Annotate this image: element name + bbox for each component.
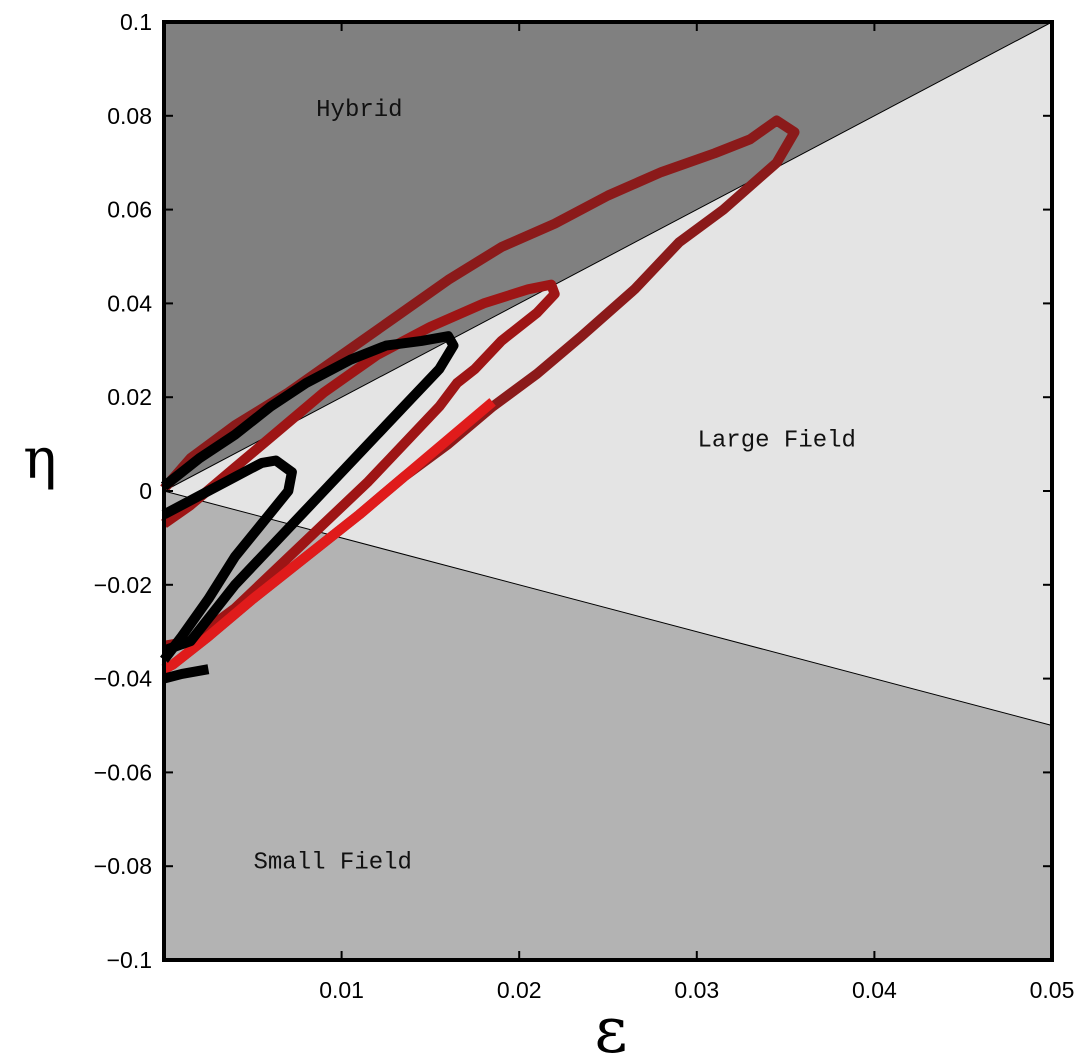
region-label-small-field: Small Field xyxy=(254,850,412,877)
y-tick-label: 0.1 xyxy=(120,9,152,35)
y-tick-label: 0.08 xyxy=(107,103,152,129)
y-tick-label: 0.04 xyxy=(107,290,152,316)
boundary-hybrid-large xyxy=(163,21,1053,492)
y-axis-label: η xyxy=(23,427,57,492)
axis-tick-labels: 0.01 0.02 0.03 0.04 0.05 −0.1 −0.08 −0.06 −0.04 −… xyxy=(94,9,1075,1003)
contour-series-5 xyxy=(162,664,210,684)
y-tick-label: 0.06 xyxy=(107,197,152,223)
y-tick-label: −0.04 xyxy=(94,666,152,692)
region-label-hybrid: Hybrid xyxy=(316,97,402,124)
x-tick-label: 0.04 xyxy=(852,977,897,1003)
contour-series-1 xyxy=(161,279,560,651)
model-regions xyxy=(163,21,1053,960)
contour-series-2 xyxy=(161,398,496,674)
x-tick-label: 0.01 xyxy=(319,977,364,1003)
contour-series-4 xyxy=(160,455,297,663)
y-tick-label: 0.02 xyxy=(107,384,152,410)
x-axis-label: ε xyxy=(594,994,627,1063)
axis-ticks xyxy=(164,21,1053,961)
x-tick-label: 0.05 xyxy=(1030,977,1075,1003)
y-tick-label: −0.1 xyxy=(107,947,152,973)
contour-series-3 xyxy=(160,331,459,656)
y-tick-label: −0.08 xyxy=(94,853,152,879)
region-labels: Hybrid Large Field Small Field xyxy=(254,97,856,877)
region-label-large-field: Large Field xyxy=(698,427,856,454)
confidence-contours xyxy=(160,115,800,684)
x-tick-label: 0.03 xyxy=(674,977,719,1003)
y-tick-label: 0 xyxy=(139,478,152,504)
x-tick-label: 0.02 xyxy=(497,977,542,1003)
y-tick-label: −0.06 xyxy=(94,759,152,785)
y-tick-label: −0.02 xyxy=(94,572,152,598)
region-small-field xyxy=(164,491,1052,960)
